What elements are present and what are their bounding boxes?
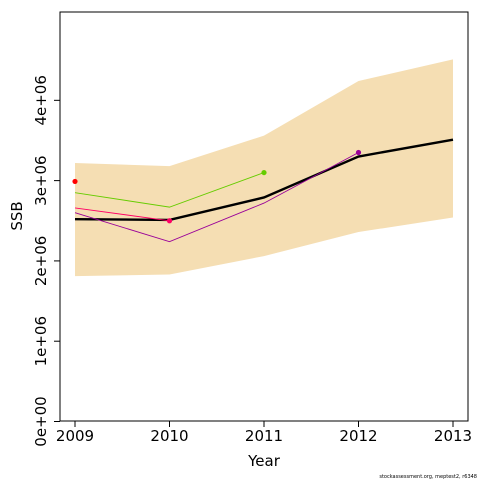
retro-line-3 (74, 172, 265, 208)
footnote: stockassessment.org, meptest2, r6348 (379, 474, 477, 480)
x-tick-label: 2011 (245, 427, 283, 445)
x-tick-label: 2013 (434, 427, 472, 445)
estimate-line (74, 138, 454, 222)
y-tick-label: 3e+06 (32, 155, 50, 205)
x-axis-title: Year (247, 452, 281, 470)
retro-endpoint-1 (166, 218, 173, 224)
retro-endpoint-4 (72, 178, 78, 185)
y-tick-label: 4e+06 (32, 75, 50, 125)
x-tick-label: 2012 (339, 427, 377, 445)
y-axis-title: SSB (8, 201, 26, 230)
y-tick-label: 1e+06 (32, 316, 50, 366)
x-axis: 2009 2010 2011 2012 2013 (56, 421, 472, 445)
retro-line-1 (74, 207, 170, 222)
retro-endpoint-2 (355, 149, 362, 156)
y-tick-label: 2e+06 (32, 236, 50, 286)
retro-line-2 (74, 152, 359, 243)
confidence-band (75, 59, 453, 277)
confidence-band-layer (75, 59, 453, 277)
x-tick-label: 2010 (150, 427, 188, 445)
series-layer (72, 138, 454, 243)
y-axis: 0e+00 1e+06 2e+06 3e+06 4e+06 (32, 75, 60, 447)
x-tick-label: 2009 (56, 427, 94, 445)
retro-endpoint-3 (261, 169, 267, 176)
y-tick-label: 0e+00 (32, 396, 50, 446)
